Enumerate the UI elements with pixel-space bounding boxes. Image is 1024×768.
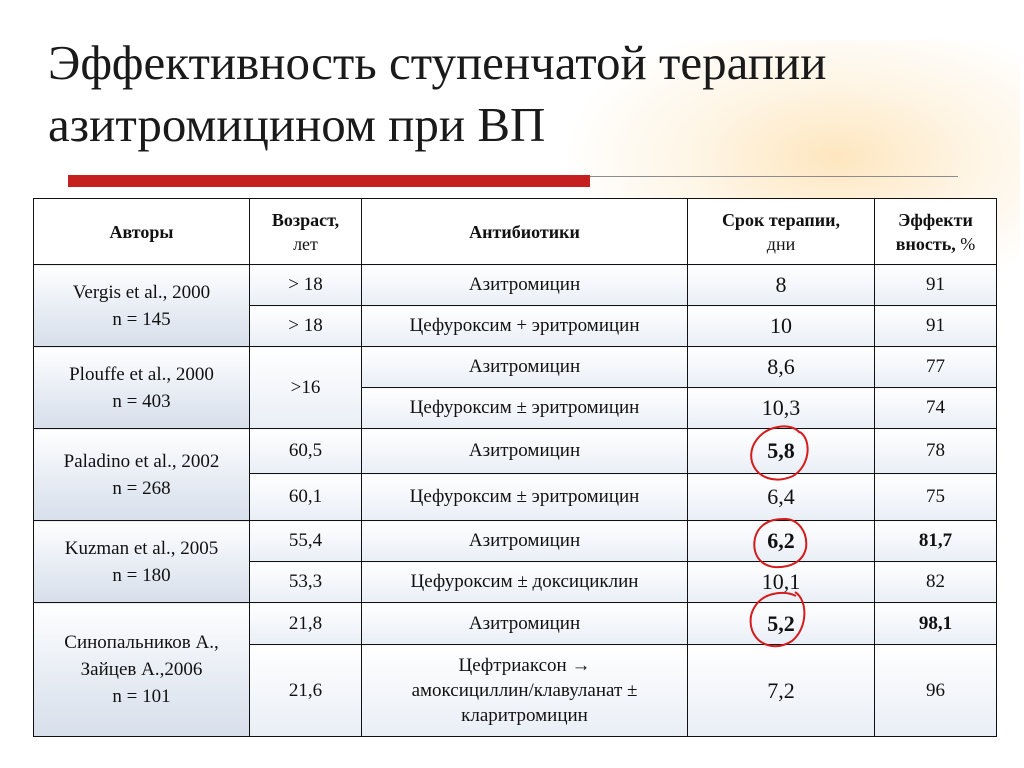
duration-cell: 6,4 [687, 473, 875, 521]
age-cell: > 18 [249, 305, 362, 347]
title-line-2: азитромицином при ВП [48, 97, 546, 152]
header-efficacy-label-2: вность, [895, 233, 956, 254]
table-row: > 18 Цефуроксим + эритромицин 10 91 [34, 305, 997, 347]
author-cell: Синопальников А., Зайцев А.,2006 n = 101 [33, 602, 250, 737]
author-name: Kuzman et al., 2005 [64, 537, 219, 559]
duration-cell: 10 [687, 305, 875, 347]
header-age-unit: лет [293, 233, 318, 254]
efficacy-cell: 81,7 [874, 520, 997, 562]
drug-cell: Азитромицин [361, 520, 688, 562]
table-row: Kuzman et al., 2005 n = 180 55,4 Азитром… [33, 520, 997, 603]
efficacy-cell: 75 [874, 473, 997, 521]
efficacy-cell: 77 [874, 346, 997, 388]
age-cell: 55,4 [249, 520, 362, 562]
drug-line-3: кларитромицин [461, 705, 588, 726]
drug-cell: Цефтриаксон → амоксициллин/клавуланат ± … [361, 644, 688, 737]
table-row: 21,6 Цефтриаксон → амоксициллин/клавулан… [34, 644, 997, 737]
author-cell: Kuzman et al., 2005 n = 180 [33, 520, 250, 603]
header-antibiotics: Антибиотики [361, 198, 688, 265]
efficacy-cell: 91 [874, 264, 997, 306]
table-header-row: Авторы Возраст, лет Антибиотики Срок тер… [33, 198, 997, 265]
efficacy-cell: 96 [874, 644, 997, 737]
table-row: Plouffe et al., 2000 n = 403 >16 Азитром… [33, 346, 997, 429]
author-cell: Paladino et al., 2002 n = 268 [33, 428, 250, 521]
efficacy-cell: 91 [874, 305, 997, 347]
duration-cell: 8 [687, 264, 875, 306]
author-name-line-1: Синопальников А., [64, 632, 219, 653]
drug-cell: Азитромицин [361, 602, 688, 645]
table-row: Цефуроксим ± эритромицин 10,3 74 [34, 387, 997, 429]
drug-line-2: амоксициллин/клавуланат ± [411, 680, 638, 701]
duration-cell: 7,2 [687, 644, 875, 737]
age-cell: 53,3 [249, 561, 362, 603]
author-n: n = 403 [112, 390, 171, 412]
title-accent-bar [68, 175, 590, 187]
drug-cell: Цефуроксим + эритромицин [361, 305, 688, 347]
drug-line-1: Цефтриаксон → [458, 655, 591, 676]
drug-cell: Азитромицин [361, 264, 688, 306]
age-cell: 21,8 [249, 602, 362, 645]
slide-title: Эффективность ступенчатой терапии азитро… [48, 32, 988, 156]
duration-cell: 10,1 [687, 561, 875, 603]
age-cell: > 18 [249, 264, 362, 306]
efficacy-table: Авторы Возраст, лет Антибиотики Срок тер… [33, 198, 997, 737]
table-row: 60,1 Цефуроксим ± эритромицин 6,4 75 [34, 473, 997, 521]
author-n: n = 268 [112, 477, 171, 499]
efficacy-cell: 82 [874, 561, 997, 603]
header-age: Возраст, лет [249, 198, 362, 265]
header-authors: Авторы [33, 198, 250, 265]
efficacy-cell: 78 [874, 428, 997, 474]
author-name: Plouffe et al., 2000 [69, 363, 214, 385]
author-n: n = 180 [112, 564, 171, 586]
author-n: n = 145 [112, 308, 171, 330]
drug-cell: Цефуроксим ± эритромицин [361, 387, 688, 429]
duration-cell: 8,6 [687, 346, 875, 388]
title-line-1: Эффективность ступенчатой терапии [48, 35, 827, 90]
header-efficacy: Эффекти вность, % [874, 198, 997, 265]
duration-cell: 5,8 [687, 428, 875, 474]
author-name: Vergis et al., 2000 [72, 281, 211, 303]
author-name-line-2: Зайцев А.,2006 [80, 659, 203, 680]
duration-cell: 6,2 [687, 520, 875, 562]
author-cell: Vergis et al., 2000 n = 145 [33, 264, 250, 347]
author-cell: Plouffe et al., 2000 n = 403 [33, 346, 250, 429]
table-row: Paladino et al., 2002 n = 268 60,5 Азитр… [33, 428, 997, 521]
drug-cell: Цефуроксим ± доксициклин [361, 561, 688, 603]
header-efficacy-unit: % [960, 233, 976, 254]
efficacy-cell: 98,1 [874, 602, 997, 645]
header-efficacy-label-1: Эффекти [898, 209, 973, 230]
table-row: Vergis et al., 2000 n = 145 > 18 Азитром… [33, 264, 997, 347]
efficacy-cell: 74 [874, 387, 997, 429]
age-cell: 60,5 [249, 428, 362, 474]
duration-cell: 10,3 [687, 387, 875, 429]
age-cell: >16 [249, 346, 362, 429]
age-cell: 21,6 [249, 644, 362, 737]
drug-cell: Цефуроксим ± эритромицин [361, 473, 688, 521]
header-duration-label: Срок терапии, [721, 209, 841, 230]
drug-cell: Азитромицин [361, 346, 688, 388]
author-name: Paladino et al., 2002 [63, 450, 220, 472]
age-cell: 60,1 [249, 473, 362, 521]
header-duration: Срок терапии, дни [687, 198, 875, 265]
header-age-label: Возраст, [271, 209, 340, 230]
drug-cell: Азитромицин [361, 428, 688, 474]
duration-cell: 5,2 [687, 602, 875, 645]
author-n: n = 101 [112, 686, 171, 707]
table-row: Синопальников А., Зайцев А.,2006 n = 101… [33, 602, 997, 737]
header-duration-unit: дни [766, 233, 796, 254]
